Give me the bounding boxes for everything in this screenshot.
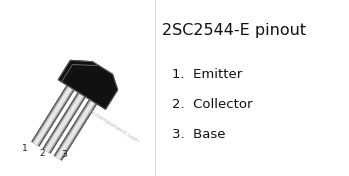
Polygon shape (58, 60, 118, 109)
Text: 3.  Base: 3. Base (172, 128, 225, 142)
Text: 1: 1 (22, 144, 28, 153)
Polygon shape (58, 60, 118, 109)
Text: 1.  Emitter: 1. Emitter (172, 68, 242, 81)
Text: 2: 2 (40, 149, 45, 158)
Text: 2SC2544-E pinout: 2SC2544-E pinout (162, 23, 306, 37)
Text: 2.  Collector: 2. Collector (172, 99, 252, 112)
Text: 3: 3 (61, 150, 67, 159)
Text: el-component.com: el-component.com (88, 109, 140, 144)
